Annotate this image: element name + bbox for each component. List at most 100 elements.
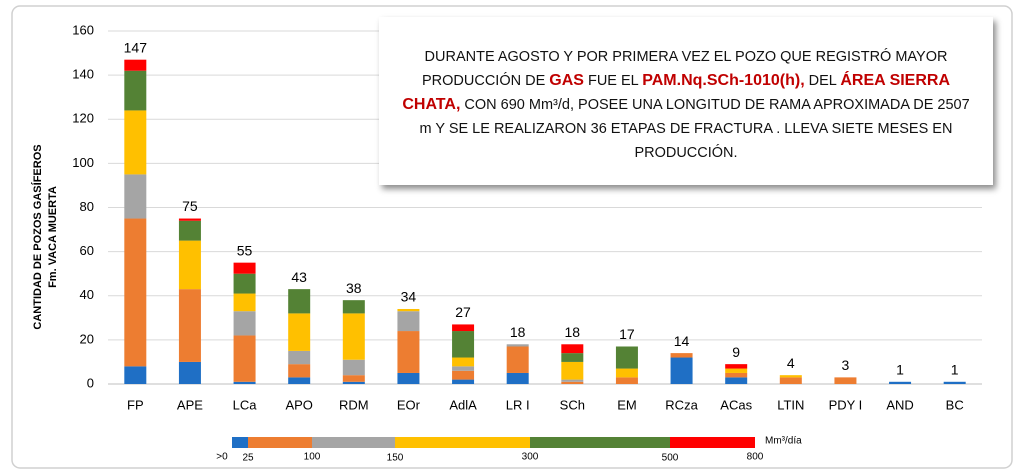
bar-segment	[288, 364, 311, 378]
bar-segment	[725, 368, 748, 373]
bar-segment	[834, 377, 857, 384]
x-tick-label: LCa	[233, 397, 258, 412]
legend-bound: 100	[304, 452, 321, 463]
bar-segment	[342, 381, 365, 384]
y-axis-label-line: Fm. VACA MUERTA	[47, 186, 59, 288]
legend-swatch	[312, 437, 395, 448]
bar-segment	[233, 381, 256, 384]
x-tick-label: LTIN	[777, 397, 804, 412]
annotation: DURANTE AGOSTO Y POR PRIMERA VEZ EL POZO…	[379, 17, 993, 185]
legend-swatch	[248, 437, 312, 448]
bar-segment	[342, 359, 365, 376]
y-axis-label-line: CANTIDAD DE POZOS GASÍFEROS	[31, 144, 44, 329]
data-label: 9	[732, 344, 740, 360]
y-tick-label: 140	[72, 67, 94, 82]
x-tick-label: RCza	[665, 397, 698, 412]
y-tick-label: 20	[80, 331, 94, 346]
data-label: 14	[674, 333, 690, 349]
bar-segment	[178, 220, 201, 241]
bar-segment	[342, 375, 365, 382]
x-tick-label: LR I	[506, 397, 530, 412]
bar-segment	[725, 364, 748, 369]
annotation-part: CON 690 Mm³/d, POSEE UNA LONGITUD DE RAM…	[419, 97, 970, 161]
legend-swatch	[232, 437, 248, 448]
x-tick-label: EOr	[397, 397, 421, 412]
bar-segment	[889, 381, 912, 384]
bar-segment	[506, 346, 529, 373]
legend-bound: 300	[522, 452, 539, 463]
bar-segment	[779, 377, 802, 384]
bar-segment	[397, 372, 420, 384]
x-tick-label: BC	[946, 397, 964, 412]
bar-segment	[670, 353, 693, 358]
bar-segment	[452, 331, 475, 358]
data-label: 18	[565, 324, 581, 340]
x-tick-label: APO	[285, 397, 312, 412]
annotation-part: FUE EL	[583, 73, 643, 89]
data-label: 4	[787, 355, 795, 371]
x-tick-label: PDY I	[829, 397, 863, 412]
data-label: 38	[346, 280, 362, 296]
legend-swatch	[670, 437, 755, 448]
bar-segment	[452, 370, 475, 380]
x-tick-label: ACas	[720, 397, 752, 412]
legend-bound: 800	[747, 452, 764, 463]
bar-segment	[124, 366, 147, 384]
x-tick-label: AdlA	[449, 397, 477, 412]
y-tick-label: 120	[72, 111, 94, 126]
bar-segment	[288, 377, 311, 384]
bar-segment	[506, 344, 529, 347]
bar-segment	[561, 361, 584, 380]
legend-bound: 500	[662, 453, 679, 464]
bar-segment	[124, 110, 147, 175]
annotation-part: GAS	[549, 72, 584, 89]
y-tick-label: 160	[72, 22, 94, 37]
data-label: 43	[291, 269, 307, 285]
data-label: 55	[237, 242, 253, 258]
bar-segment	[452, 357, 475, 367]
y-tick-label: 100	[72, 155, 94, 170]
bar-segment	[725, 372, 748, 378]
bar-segment	[506, 372, 529, 384]
bar-segment	[725, 377, 748, 384]
bar-segment	[397, 331, 420, 373]
bar-segment	[561, 353, 584, 362]
bar-segment	[233, 262, 256, 274]
bar-segment	[452, 324, 475, 332]
legend-bound: >0	[216, 452, 228, 463]
bar-segment	[342, 300, 365, 314]
bar-segment	[943, 381, 966, 384]
data-label: 1	[951, 361, 959, 377]
bar-segment	[288, 289, 311, 314]
y-tick-label: 40	[80, 287, 94, 302]
bar-segment	[124, 70, 147, 111]
bar-segment	[178, 218, 201, 221]
annotation-part: ÁREA SIERRA CHATA,	[402, 72, 951, 113]
annotation-part: DEL	[804, 73, 841, 89]
annotation-part: DURANTE AGOSTO Y POR PRIMERA VEZ EL POZO…	[421, 49, 948, 89]
data-label: 147	[124, 39, 148, 55]
bar-segment	[561, 381, 584, 384]
y-tick-label: 60	[80, 243, 94, 258]
bar-segment	[124, 218, 147, 367]
bar-segment	[397, 308, 420, 312]
data-label: 3	[842, 357, 850, 373]
y-tick-label: 80	[80, 199, 94, 214]
bar-segment	[124, 59, 147, 71]
bar-segment	[233, 335, 256, 382]
y-tick-label: 0	[87, 375, 94, 390]
bar-segment	[561, 344, 584, 354]
x-tick-label: EM	[617, 397, 637, 412]
annotation-part: PAM.Nq.SCh-1010(h),	[642, 72, 805, 89]
data-label: 17	[619, 326, 635, 342]
x-tick-label: SCh	[560, 397, 585, 412]
bar-segment	[288, 313, 311, 351]
x-tick-label: AND	[886, 397, 913, 412]
bar-segment	[452, 366, 475, 371]
bar-segment	[670, 357, 693, 384]
bar-segment	[124, 174, 147, 219]
data-label: 75	[182, 198, 198, 214]
bar-segment	[615, 377, 638, 384]
bar-segment	[233, 273, 256, 294]
